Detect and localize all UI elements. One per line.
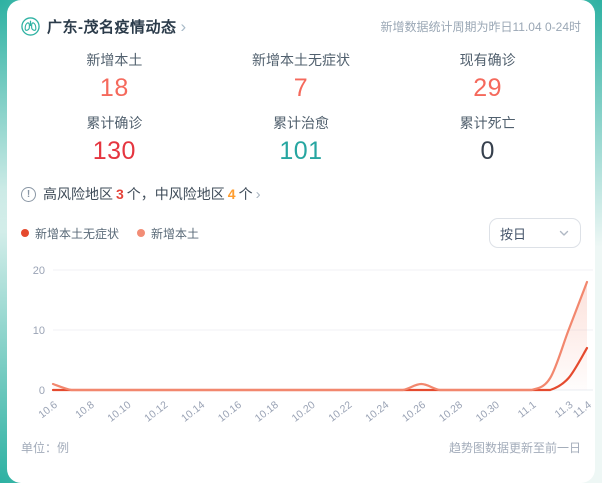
header-chevron-icon[interactable]: › xyxy=(180,16,187,36)
legend-row: 新增本土无症状 新增本土 按日 xyxy=(21,218,581,248)
stat-label: 新增本土无症状 xyxy=(251,52,350,68)
stat-total-confirmed: 累计确诊 130 xyxy=(21,113,208,166)
risk-mid-text: 个，中风险地区 xyxy=(126,186,225,202)
legend-dot xyxy=(21,229,29,237)
stats-period-note: 新增数据统计周期为昨日11.04 0-24时 xyxy=(380,19,582,34)
stat-value: 101 xyxy=(279,137,323,165)
header: 广东-茂名疫情动态 › 新增数据统计周期为昨日11.04 0-24时 xyxy=(21,0,581,38)
svg-text:10.14: 10.14 xyxy=(179,399,207,425)
svg-text:10.6: 10.6 xyxy=(36,399,60,421)
svg-text:10.22: 10.22 xyxy=(326,399,354,425)
svg-text:10.18: 10.18 xyxy=(253,399,281,425)
svg-text:10.28: 10.28 xyxy=(437,399,465,425)
legend-item-local[interactable]: 新增本土 xyxy=(137,225,199,242)
svg-text:10.16: 10.16 xyxy=(216,399,244,425)
svg-text:10.30: 10.30 xyxy=(474,399,502,425)
legend-item-asymptomatic[interactable]: 新增本土无症状 xyxy=(21,225,119,242)
unit-note: 单位：例 xyxy=(21,441,70,455)
update-note: 趋势图数据更新至前一日 xyxy=(448,441,581,455)
chevron-down-icon xyxy=(559,230,569,236)
svg-text:10: 10 xyxy=(33,325,45,337)
svg-text:11.4: 11.4 xyxy=(571,399,594,421)
legend-dot xyxy=(137,229,146,237)
stats-grid: 新增本土 18 新增本土无症状 7 现有确诊 29 累计确诊 130 累计治愈 … xyxy=(21,50,581,166)
stat-value: 29 xyxy=(473,74,503,102)
stat-label: 累计确诊 xyxy=(86,115,143,131)
svg-text:10.26: 10.26 xyxy=(400,399,428,425)
stat-new-asymptomatic: 新增本土无症状 7 xyxy=(208,50,395,103)
svg-text:10.10: 10.10 xyxy=(105,399,133,425)
svg-text:10.24: 10.24 xyxy=(363,399,391,425)
risk-suffix: 个 xyxy=(238,186,253,202)
risk-mid-count: 4 xyxy=(227,186,236,202)
svg-text:10.8: 10.8 xyxy=(73,399,97,421)
risk-areas-link[interactable]: ! 高风险地区 3 个，中风险地区 4 个 › xyxy=(21,184,581,204)
stat-new-local: 新增本土 18 xyxy=(21,50,208,103)
legend-label: 新增本土 xyxy=(151,226,200,241)
risk-chevron-icon: › xyxy=(255,185,261,203)
info-icon: ! xyxy=(21,186,36,202)
chart-footer: 单位：例 趋势图数据更新至前一日 xyxy=(21,439,581,456)
period-select-value: 按日 xyxy=(500,226,527,242)
stat-value: 7 xyxy=(293,74,309,102)
stat-total-deaths: 累计死亡 0 xyxy=(394,113,581,166)
line-chart-canvas: 0 10 20 10.6 10.8 10.10 10.12 10.14 10.16 10.18 10… xyxy=(33,265,594,425)
stat-label: 新增本土 xyxy=(86,52,143,68)
stat-current-confirmed: 现有确诊 29 xyxy=(394,50,581,103)
chart-legend: 新增本土无症状 新增本土 xyxy=(21,225,199,242)
risk-label-high: 高风险地区 xyxy=(43,186,113,202)
legend-label: 新增本土无症状 xyxy=(35,226,120,241)
svg-text:0: 0 xyxy=(39,385,45,397)
trend-chart: 0 10 20 10.6 10.8 10.10 10.12 10.14 10.16 10.18 10… xyxy=(21,258,594,439)
stat-value: 18 xyxy=(99,74,129,102)
svg-text:11.1: 11.1 xyxy=(516,399,539,421)
svg-text:20: 20 xyxy=(33,265,45,277)
stat-label: 累计死亡 xyxy=(459,115,516,131)
lungs-icon xyxy=(21,16,40,36)
stat-label: 累计治愈 xyxy=(272,115,329,131)
stat-label: 现有确诊 xyxy=(459,52,516,68)
stat-value: 0 xyxy=(480,137,495,165)
page-title: 广东-茂名疫情动态 xyxy=(47,18,177,36)
stat-total-cured: 累计治愈 101 xyxy=(208,113,395,166)
period-select[interactable]: 按日 xyxy=(489,218,581,248)
stat-value: 130 xyxy=(92,137,136,165)
svg-text:10.20: 10.20 xyxy=(290,399,318,425)
epidemic-card: 广东-茂名疫情动态 › 新增数据统计周期为昨日11.04 0-24时 新增本土 … xyxy=(7,0,595,483)
risk-high-count: 3 xyxy=(116,186,124,202)
svg-text:10.12: 10.12 xyxy=(142,399,170,425)
